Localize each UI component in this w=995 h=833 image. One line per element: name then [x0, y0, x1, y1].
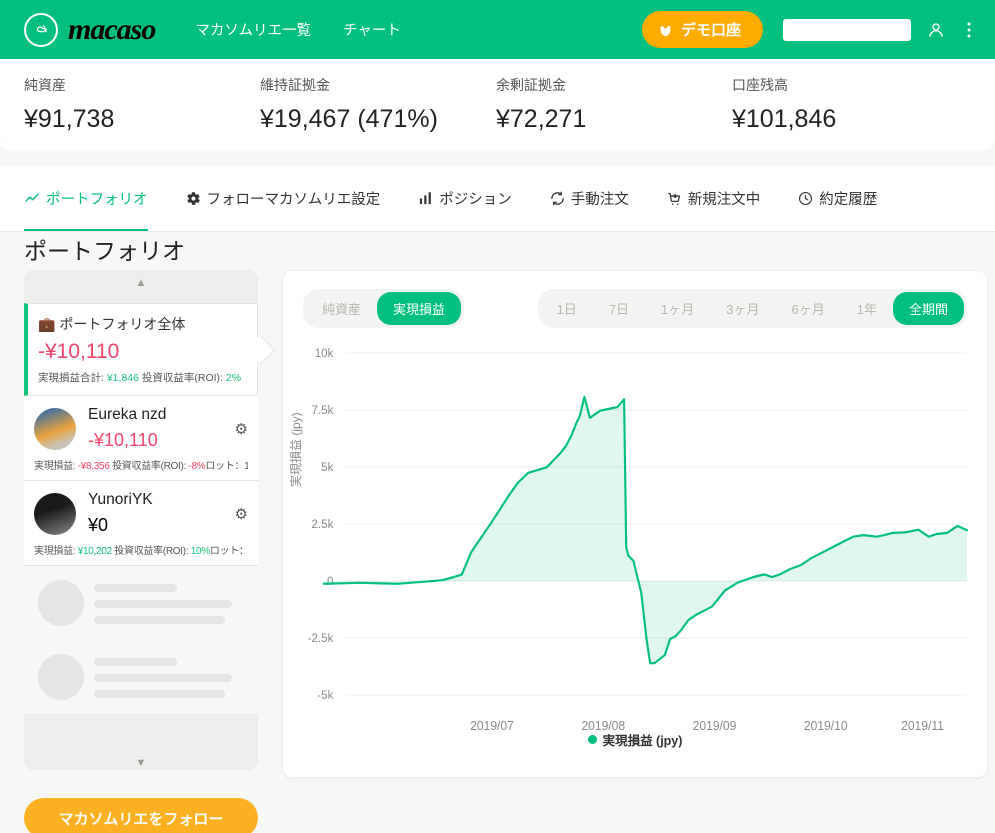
svg-text:0: 0 — [327, 574, 334, 588]
svg-text:2019/07: 2019/07 — [470, 719, 514, 733]
svg-text:2.5k: 2.5k — [311, 517, 333, 531]
svg-text:-2.5k: -2.5k — [308, 631, 334, 645]
svg-text:2019/10: 2019/10 — [804, 719, 848, 733]
svg-text:7.5k: 7.5k — [311, 403, 333, 417]
svg-text:10k: 10k — [315, 346, 334, 360]
svg-text:2019/08: 2019/08 — [581, 719, 625, 733]
svg-text:-5k: -5k — [317, 688, 333, 702]
svg-text:5k: 5k — [321, 460, 333, 474]
svg-text:2019/11: 2019/11 — [901, 719, 944, 733]
svg-text:2019/09: 2019/09 — [693, 719, 737, 733]
